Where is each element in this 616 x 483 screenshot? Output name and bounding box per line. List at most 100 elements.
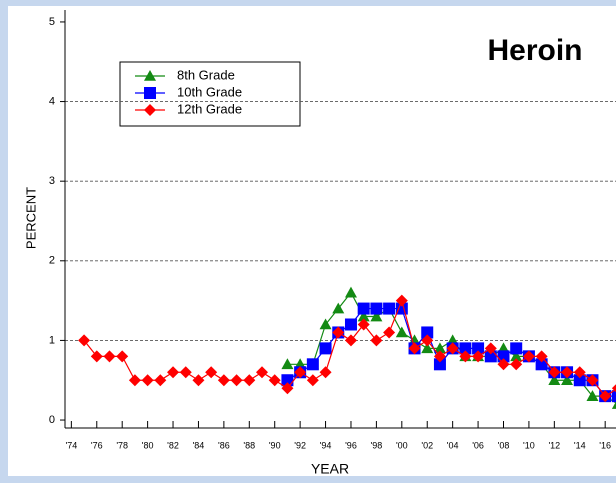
marker — [573, 366, 586, 379]
marker — [535, 358, 548, 371]
marker — [421, 342, 434, 354]
legend-label: 8th Grade — [177, 67, 235, 82]
marker — [141, 374, 154, 387]
x-tick-label: '74 — [65, 440, 77, 450]
marker — [306, 358, 319, 371]
marker — [205, 366, 218, 379]
marker — [294, 366, 307, 379]
marker — [357, 310, 370, 322]
marker — [408, 342, 421, 355]
marker — [472, 342, 485, 355]
marker — [370, 310, 383, 322]
marker — [144, 70, 156, 81]
legend-label: 10th Grade — [177, 84, 242, 99]
x-tick-label: '02 — [421, 440, 433, 450]
marker — [510, 350, 523, 362]
marker — [90, 350, 103, 363]
marker — [522, 350, 535, 363]
x-tick-label: '86 — [218, 440, 230, 450]
x-tick-label: '80 — [142, 440, 154, 450]
marker — [573, 374, 586, 387]
marker — [586, 390, 599, 401]
x-tick-label: '12 — [548, 440, 560, 450]
x-tick-label: '84 — [193, 440, 205, 450]
x-axis-label: YEAR — [311, 461, 349, 477]
marker — [344, 318, 357, 331]
y-tick-label: 0 — [49, 414, 55, 426]
y-tick-label: 3 — [49, 175, 55, 187]
x-tick-label: '16 — [599, 440, 611, 450]
marker — [510, 342, 523, 355]
x-tick-label: '08 — [498, 440, 510, 450]
marker — [472, 350, 485, 363]
legend-label: 12th Grade — [177, 101, 242, 116]
marker — [217, 374, 230, 387]
marker — [497, 358, 510, 371]
marker — [357, 302, 370, 315]
x-tick-label: '94 — [320, 440, 332, 450]
marker — [103, 350, 116, 363]
x-tick-label: '76 — [91, 440, 103, 450]
marker — [433, 342, 446, 354]
marker — [433, 350, 446, 363]
marker — [332, 326, 345, 339]
x-tick-label: '00 — [396, 440, 408, 450]
y-tick-label: 1 — [49, 334, 55, 346]
marker — [144, 87, 156, 99]
marker — [319, 366, 332, 379]
marker — [319, 342, 332, 355]
marker — [510, 358, 523, 371]
marker — [128, 374, 141, 387]
marker — [344, 286, 357, 298]
marker — [395, 326, 408, 338]
x-tick-label: '82 — [167, 440, 179, 450]
marker — [433, 358, 446, 371]
marker — [154, 374, 167, 387]
marker — [599, 390, 612, 403]
marker — [395, 294, 408, 307]
marker — [281, 374, 294, 387]
x-tick-label: '92 — [294, 440, 306, 450]
marker — [421, 326, 434, 339]
marker — [243, 374, 256, 387]
marker — [306, 374, 319, 387]
x-tick-label: '10 — [523, 440, 535, 450]
marker — [586, 374, 599, 387]
marker — [561, 366, 574, 379]
marker — [78, 334, 91, 347]
x-tick-label: '88 — [243, 440, 255, 450]
marker — [383, 302, 396, 315]
marker — [535, 350, 548, 363]
x-tick-label: '96 — [345, 440, 357, 450]
chart-background — [8, 6, 616, 476]
marker — [548, 366, 561, 379]
marker — [561, 374, 574, 386]
marker — [484, 350, 497, 363]
marker — [459, 350, 472, 363]
marker — [230, 374, 243, 387]
marker — [344, 334, 357, 347]
y-axis-label: PERCENT — [23, 187, 38, 249]
marker — [192, 374, 205, 387]
y-tick-label: 2 — [49, 255, 55, 267]
marker — [611, 384, 616, 393]
marker — [268, 374, 281, 387]
marker — [332, 302, 345, 314]
marker — [167, 366, 180, 379]
marker — [383, 326, 396, 339]
marker — [116, 350, 129, 363]
marker — [179, 366, 192, 379]
x-tick-label: '06 — [472, 440, 484, 450]
x-tick-label: '14 — [574, 440, 586, 450]
y-tick-label: 4 — [49, 95, 55, 107]
y-tick-label: 5 — [49, 16, 55, 28]
marker — [611, 390, 616, 403]
x-tick-label: '78 — [116, 440, 128, 450]
marker — [370, 334, 383, 347]
marker — [484, 342, 497, 355]
x-tick-label: '98 — [371, 440, 383, 450]
marker — [144, 104, 156, 116]
marker — [459, 342, 472, 355]
